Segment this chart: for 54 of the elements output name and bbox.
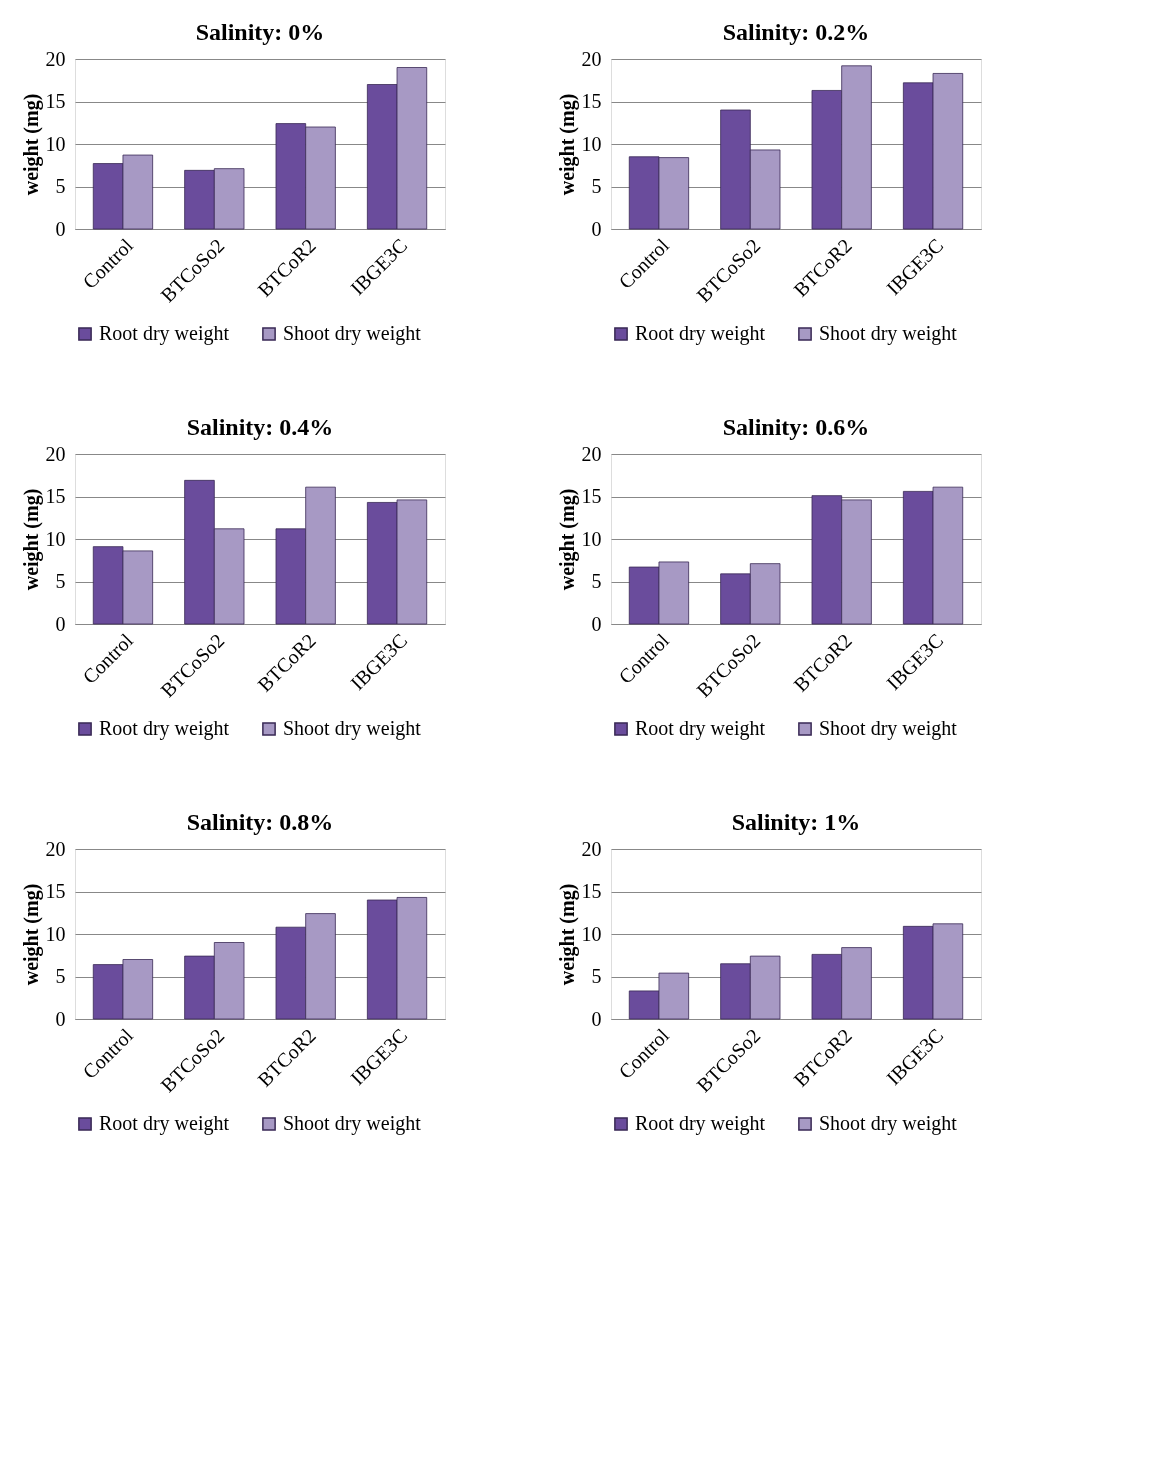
y-tick-label: 20 — [45, 47, 66, 70]
y-tick-label: 10 — [581, 527, 602, 550]
legend-label: Shoot dry weight — [819, 322, 958, 345]
chart-title: Salinity: 0.4% — [186, 414, 334, 440]
y-tick-label: 15 — [581, 485, 602, 507]
y-tick-label: 15 — [45, 880, 66, 902]
y-tick-label: 0 — [591, 217, 602, 240]
y-tick-label: 20 — [581, 442, 602, 465]
y-tick-label: 15 — [45, 485, 66, 507]
chart-title: Salinity: 0.6% — [722, 414, 870, 440]
y-tick-label: 5 — [591, 965, 602, 987]
y-axis-title: weight (mg) — [19, 883, 43, 986]
y-tick-label: 10 — [45, 527, 66, 550]
y-tick-label: 5 — [591, 570, 602, 592]
y-tick-label: 20 — [581, 837, 602, 860]
y-tick-label: 20 — [581, 47, 602, 70]
legend-label: Root dry weight — [99, 322, 230, 345]
y-tick-label: 0 — [55, 612, 66, 635]
y-axis-title: weight (mg) — [555, 488, 579, 591]
y-tick-label: 5 — [591, 175, 602, 197]
legend-label: Root dry weight — [99, 717, 230, 740]
y-tick-label: 10 — [45, 132, 66, 155]
legend-label: Root dry weight — [99, 1112, 230, 1135]
y-tick-label: 0 — [55, 1007, 66, 1030]
chart-title: Salinity: 1% — [731, 809, 861, 835]
chart-title: Salinity: 0.8% — [186, 809, 334, 835]
y-tick-label: 15 — [45, 90, 66, 112]
y-tick-label: 20 — [45, 442, 66, 465]
y-tick-label: 0 — [591, 612, 602, 635]
y-tick-label: 10 — [45, 922, 66, 945]
y-axis-title: weight (mg) — [555, 883, 579, 986]
legend-label: Shoot dry weight — [819, 1112, 958, 1135]
chart-title: Salinity: 0.2% — [722, 19, 870, 45]
y-tick-label: 10 — [581, 132, 602, 155]
y-tick-label: 0 — [55, 217, 66, 240]
y-tick-label: 5 — [55, 965, 66, 987]
legend-label: Root dry weight — [635, 322, 766, 345]
legend-label: Root dry weight — [635, 1112, 766, 1135]
legend-label: Shoot dry weight — [283, 1112, 422, 1135]
y-axis-title: weight (mg) — [19, 93, 43, 196]
y-axis-title: weight (mg) — [19, 488, 43, 591]
legend-label: Shoot dry weight — [283, 717, 422, 740]
y-tick-label: 15 — [581, 90, 602, 112]
y-tick-label: 5 — [55, 175, 66, 197]
y-tick-label: 5 — [55, 570, 66, 592]
y-tick-label: 20 — [45, 837, 66, 860]
legend-label: Shoot dry weight — [283, 322, 422, 345]
legend-label: Shoot dry weight — [819, 717, 958, 740]
chart-title: Salinity: 0% — [195, 19, 325, 45]
y-axis-title: weight (mg) — [555, 93, 579, 196]
y-tick-label: 15 — [581, 880, 602, 902]
y-tick-label: 0 — [591, 1007, 602, 1030]
legend-label: Root dry weight — [635, 717, 766, 740]
y-tick-label: 10 — [581, 922, 602, 945]
